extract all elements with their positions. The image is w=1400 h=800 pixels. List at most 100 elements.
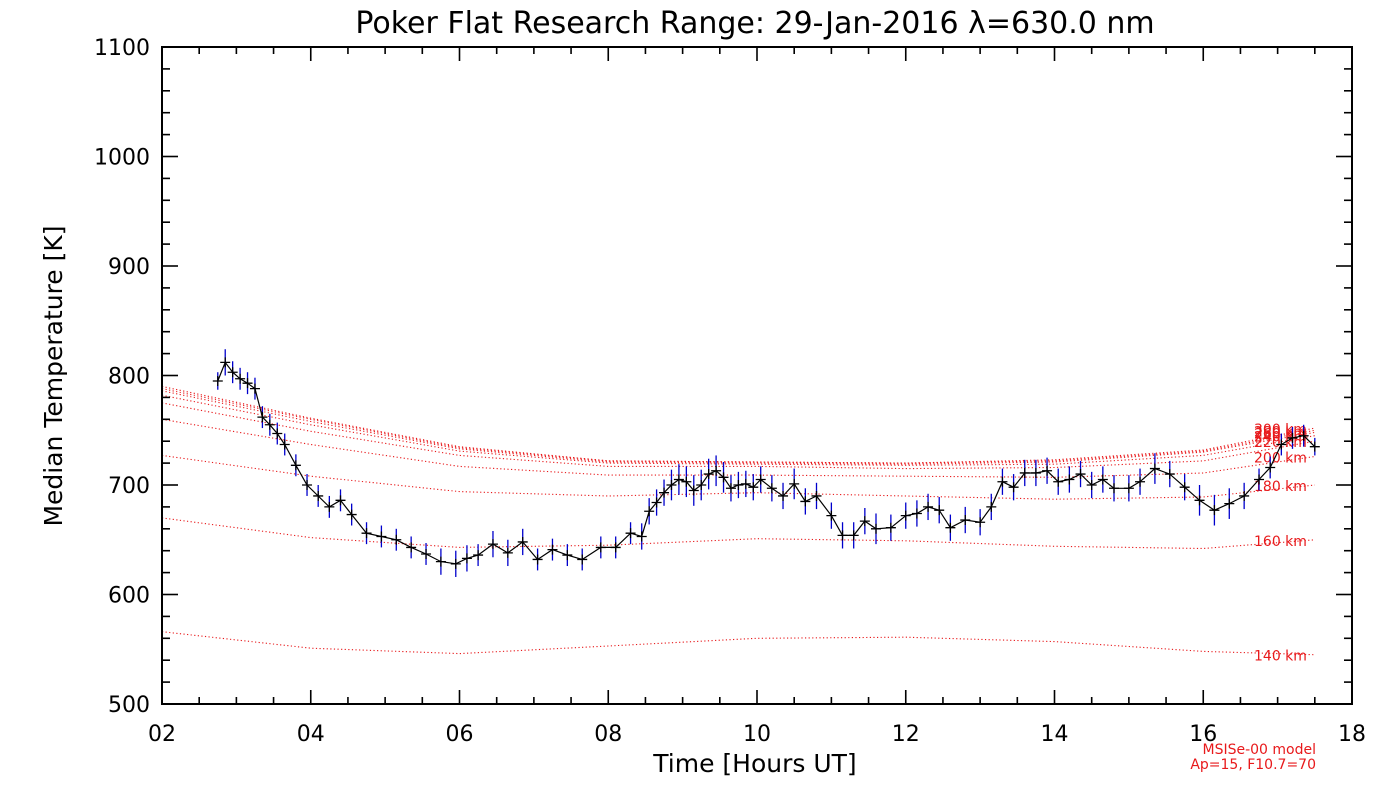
- data-point: [1053, 476, 1064, 487]
- y-tick-label: 800: [108, 365, 150, 390]
- data-point: [1086, 480, 1097, 490]
- data-point: [212, 375, 223, 386]
- data-point: [733, 480, 744, 490]
- data-point: [1265, 462, 1276, 473]
- data-point: [272, 428, 283, 439]
- data-point: [1276, 439, 1287, 450]
- y-tick-label: 700: [108, 474, 150, 499]
- data-point: [748, 482, 759, 493]
- data-point: [789, 478, 800, 489]
- data-point: [644, 506, 655, 517]
- data-point: [703, 469, 714, 480]
- y-axis-label: Median Temperature [K]: [39, 225, 68, 526]
- data-point: [837, 530, 848, 541]
- data-point: [725, 483, 736, 494]
- data-point: [997, 476, 1008, 487]
- data-point: [673, 474, 684, 485]
- data-point: [1194, 495, 1205, 506]
- data-point: [302, 480, 313, 490]
- data-point: [547, 544, 558, 555]
- data-point: [636, 531, 647, 542]
- data-point: [1064, 474, 1075, 485]
- data-point: [1030, 467, 1041, 478]
- data-point: [859, 516, 870, 527]
- data-point: [911, 508, 922, 519]
- data-point: [279, 439, 290, 450]
- y-tick-label: 900: [108, 255, 150, 280]
- model-curve: [161, 402, 1315, 470]
- data-point: [376, 531, 387, 542]
- data-point: [666, 480, 677, 490]
- data-point: [487, 539, 498, 550]
- model-footnote-line-1: MSISe-00 model: [1202, 742, 1316, 758]
- data-point: [502, 547, 513, 558]
- model-curve: [161, 454, 1315, 500]
- data-point: [1123, 483, 1134, 494]
- data-point: [1287, 432, 1298, 443]
- data-series: [212, 357, 1320, 569]
- data-point: [740, 478, 751, 489]
- data-point: [696, 480, 707, 490]
- data-point: [391, 534, 402, 545]
- x-tick-label: 16: [1189, 722, 1217, 747]
- data-point: [1309, 441, 1320, 452]
- model-curve-label: 240 km: [1254, 430, 1307, 446]
- x-tick-label: 08: [594, 722, 622, 747]
- data-point: [595, 542, 606, 553]
- data-point: [577, 554, 588, 565]
- data-point: [610, 542, 621, 553]
- data-point: [1097, 474, 1108, 485]
- data-point: [1019, 467, 1030, 478]
- y-tick-label: 500: [108, 693, 150, 718]
- data-point: [1135, 476, 1146, 487]
- data-point: [421, 548, 432, 559]
- data-point: [227, 367, 238, 378]
- x-tick-label: 04: [297, 722, 325, 747]
- data-point: [517, 536, 528, 547]
- chart-title: Poker Flat Research Range: 29-Jan-2016 λ…: [355, 6, 1154, 41]
- y-tick-label: 1000: [94, 146, 150, 171]
- data-point: [975, 517, 986, 528]
- model-curve: [161, 394, 1315, 466]
- data-point: [257, 412, 268, 423]
- axes: 02 04 06 08 10 12 14 16 18 500 600 700 800 900 1000 110…: [94, 36, 1366, 747]
- data-point: [681, 476, 692, 487]
- model-curve-label: 180 km: [1254, 479, 1307, 495]
- data-point: [249, 383, 260, 394]
- data-point: [871, 523, 881, 534]
- model-curve-label: 200 km: [1254, 451, 1307, 467]
- model-curve: [161, 631, 1315, 656]
- data-point: [473, 550, 484, 561]
- data-point: [960, 515, 971, 526]
- data-point: [235, 373, 246, 384]
- data-point: [711, 465, 722, 476]
- data-point: [1298, 430, 1309, 441]
- y-tick-label: 600: [108, 584, 150, 609]
- data-point: [766, 483, 777, 494]
- data-point: [900, 510, 911, 521]
- model-curve: [161, 390, 1315, 465]
- data-point: [1075, 469, 1086, 480]
- data-point: [659, 487, 670, 498]
- data-point: [346, 509, 357, 520]
- y-tick-label: 1100: [94, 36, 150, 61]
- data-point: [945, 522, 956, 533]
- data-point: [1149, 463, 1160, 474]
- x-tick-label: 12: [892, 722, 920, 747]
- x-tick-label: 02: [148, 722, 176, 747]
- data-point: [435, 556, 446, 567]
- data-point: [450, 558, 461, 569]
- data-point: [290, 460, 301, 471]
- data-point: [934, 505, 945, 516]
- data-point: [1164, 469, 1175, 480]
- x-axis-label: Time [Hours UT]: [652, 749, 856, 778]
- data-point: [1239, 490, 1250, 501]
- data-point: [1109, 483, 1119, 494]
- data-point: [718, 472, 729, 483]
- error-bars: [217, 349, 1316, 577]
- x-tick-label: 14: [1041, 722, 1069, 747]
- x-tick-label: 18: [1338, 722, 1366, 747]
- data-point: [313, 490, 324, 501]
- data-point: [532, 554, 543, 565]
- data-point: [562, 550, 573, 561]
